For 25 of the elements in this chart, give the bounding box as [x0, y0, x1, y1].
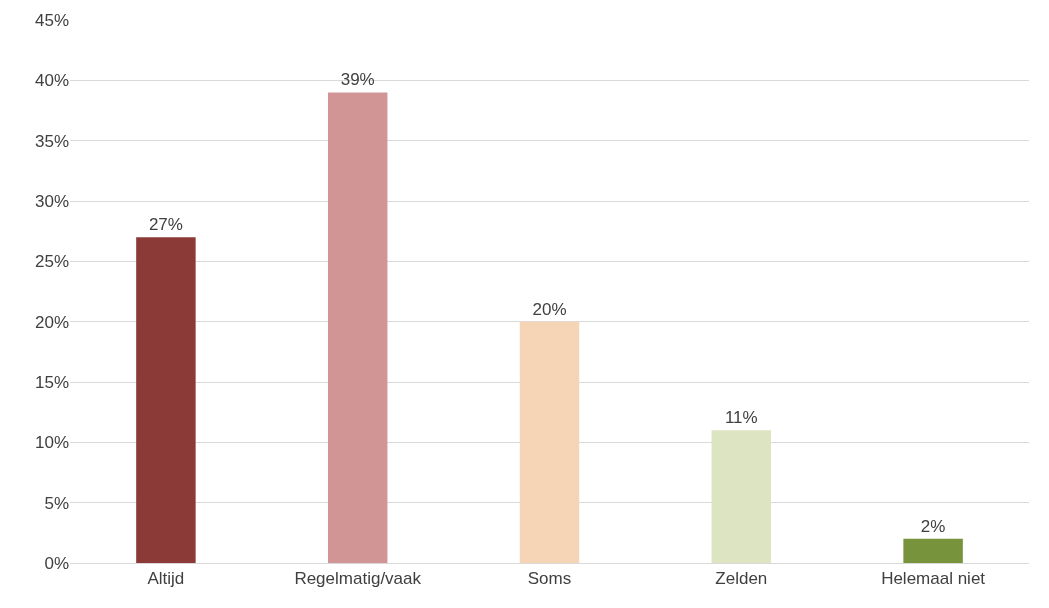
bar: [903, 538, 963, 563]
y-tick-label: 10%: [34, 433, 69, 453]
y-tick-label: 0%: [44, 553, 69, 573]
y-tick-label: 30%: [34, 191, 69, 211]
bar: [327, 92, 388, 563]
y-tick-label: 45%: [34, 10, 69, 30]
x-tick-label: Regelmatig/vaak: [294, 569, 422, 589]
y-tick-label: 35%: [34, 131, 69, 151]
y-tick-label: 20%: [34, 312, 69, 332]
y-tick-label: 5%: [44, 493, 69, 513]
bar: [711, 430, 772, 563]
bar: [136, 237, 196, 563]
x-tick-label: Zelden: [715, 569, 768, 589]
y-tick-label: 25%: [34, 252, 69, 272]
y-tick-label: 40%: [34, 71, 69, 91]
y-tick-label: 15%: [34, 372, 69, 392]
data-label: 39%: [340, 70, 375, 90]
x-tick-label: Altijd: [147, 569, 185, 589]
data-label: 27%: [148, 215, 183, 235]
x-tick-label: Helemaal niet: [881, 569, 986, 589]
data-label: 2%: [920, 516, 946, 536]
data-label: 20%: [532, 299, 567, 319]
x-tick-label: Soms: [527, 569, 572, 589]
bar: [519, 321, 580, 563]
data-label: 11%: [724, 408, 758, 428]
